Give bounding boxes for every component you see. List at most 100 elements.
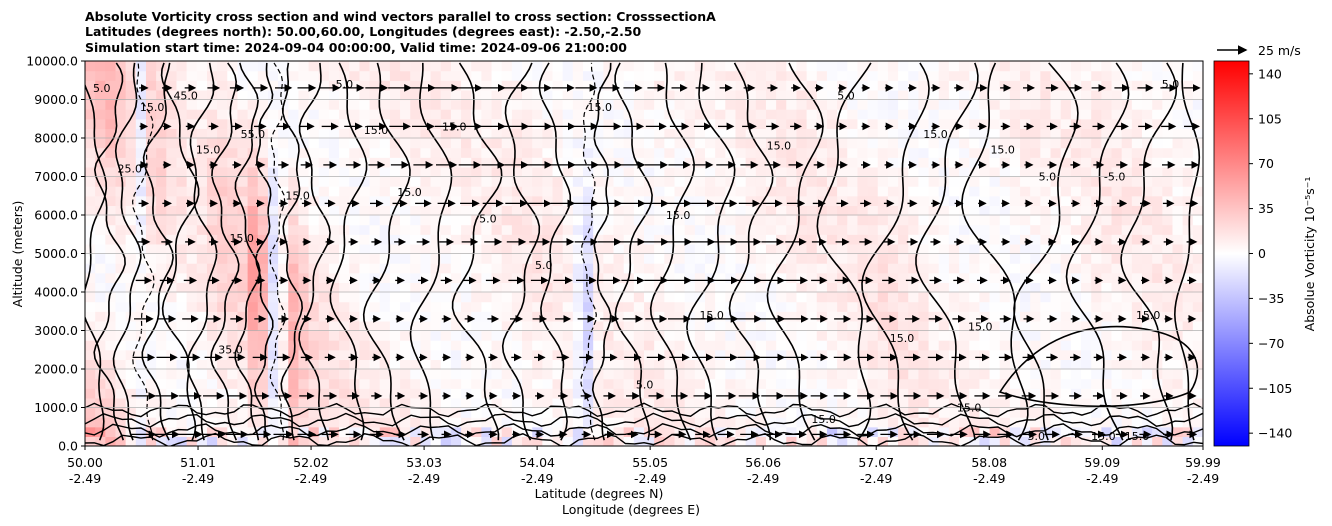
field-cell	[674, 186, 686, 197]
field-cell	[633, 186, 645, 197]
field-cell	[633, 263, 645, 274]
field-cell	[1111, 80, 1123, 91]
field-cell	[847, 349, 859, 360]
field-cell	[928, 234, 940, 245]
field-cell	[278, 176, 289, 187]
field-cell	[1060, 282, 1072, 293]
field-cell	[1101, 426, 1113, 437]
field-cell	[776, 118, 787, 129]
field-cell	[603, 89, 615, 101]
field-cell	[877, 340, 889, 351]
field-cell	[542, 166, 554, 178]
field-cell	[969, 157, 980, 168]
field-cell	[1131, 388, 1143, 399]
field-cell	[1040, 311, 1052, 322]
field-cell	[115, 282, 127, 293]
field-cell	[644, 243, 655, 255]
field-cell	[837, 243, 848, 255]
field-cell	[542, 80, 554, 91]
field-cell	[918, 388, 930, 399]
field-cell	[826, 397, 838, 409]
field-cell	[359, 369, 371, 380]
field-cell	[938, 118, 950, 129]
field-cell	[715, 89, 726, 101]
field-cell	[247, 253, 259, 264]
field-cell	[633, 234, 645, 245]
field-cell	[1152, 407, 1163, 418]
field-cell	[501, 186, 513, 197]
field-cell	[298, 417, 310, 428]
field-cell	[1152, 311, 1163, 322]
field-cell	[603, 80, 615, 91]
field-cell	[1121, 301, 1133, 312]
field-cell	[796, 224, 808, 235]
field-cell	[217, 311, 228, 322]
contour-line-low-level	[85, 402, 1203, 418]
field-cell	[522, 426, 533, 437]
field-cell	[1009, 359, 1021, 370]
field-cell	[1070, 80, 1082, 91]
field-cell	[755, 215, 767, 226]
field-cell	[989, 349, 1001, 360]
field-cell	[654, 436, 665, 446]
contour-line-negative	[131, 62, 155, 441]
field-cell	[654, 301, 665, 312]
field-cell	[359, 253, 371, 264]
field-cell	[410, 417, 421, 428]
field-cell	[532, 436, 543, 446]
field-cell	[633, 147, 645, 158]
field-cell	[247, 397, 259, 409]
field-cell	[1111, 311, 1123, 322]
field-cell	[918, 397, 930, 409]
field-cell	[1152, 147, 1163, 158]
field-cell	[471, 369, 482, 380]
field-cell	[623, 147, 635, 158]
field-cell	[1020, 224, 1031, 235]
field-cell	[674, 118, 686, 129]
field-cell	[379, 186, 391, 197]
field-cell	[379, 388, 391, 399]
field-cell	[247, 426, 259, 437]
field-cell	[928, 263, 940, 274]
field-cell	[826, 118, 838, 129]
field-cell	[745, 292, 757, 303]
field-cell	[887, 128, 899, 139]
field-cell	[1081, 215, 1092, 226]
field-cell	[765, 70, 777, 81]
field-cell	[552, 436, 564, 446]
contour-label: 15.0	[397, 186, 422, 199]
field-cell	[776, 166, 787, 178]
field-cell	[145, 70, 157, 81]
field-cell	[1121, 330, 1133, 341]
field-cell	[400, 234, 411, 245]
field-cell	[1142, 118, 1153, 129]
field-cell	[1030, 176, 1041, 187]
field-cell	[135, 138, 147, 149]
field-cell	[725, 70, 737, 81]
field-cell	[837, 224, 848, 235]
field-cell	[400, 166, 411, 178]
field-cell	[725, 369, 737, 380]
field-cell	[593, 301, 604, 312]
field-cell	[542, 301, 554, 312]
field-cell	[1192, 272, 1203, 283]
field-cell	[1009, 224, 1021, 235]
field-cell	[1060, 301, 1072, 312]
field-cell	[257, 263, 269, 274]
field-cell	[704, 282, 716, 293]
field-cell	[562, 186, 574, 197]
field-cell	[664, 89, 676, 101]
field-cell	[257, 369, 269, 380]
field-cell	[1101, 301, 1113, 312]
field-cell	[267, 147, 279, 158]
field-cell	[664, 147, 676, 158]
field-cell	[369, 70, 381, 81]
field-cell	[654, 128, 665, 139]
field-cell	[1121, 195, 1133, 206]
field-cell	[765, 186, 777, 197]
field-cell	[623, 99, 635, 110]
field-cell	[725, 80, 737, 91]
field-cell	[369, 388, 381, 399]
field-cell	[542, 436, 554, 446]
field-cell	[989, 292, 1001, 303]
